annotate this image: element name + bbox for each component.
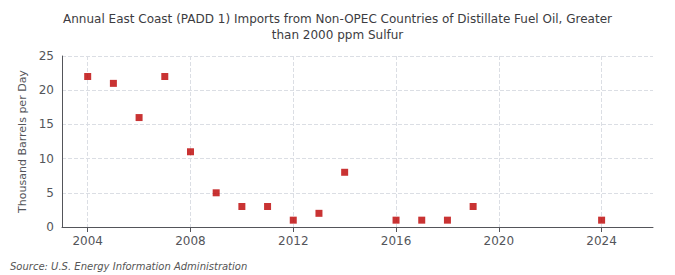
svg-text:than 2000 ppm Sulfur: than 2000 ppm Sulfur <box>272 28 404 42</box>
svg-text:Annual East Coast (PADD 1) Imp: Annual East Coast (PADD 1) Imports from … <box>63 12 612 26</box>
svg-text:Thousand Barrels per Day: Thousand Barrels per Day <box>16 70 29 214</box>
svg-text:2008: 2008 <box>175 234 206 248</box>
svg-text:2024: 2024 <box>586 234 617 248</box>
svg-text:2020: 2020 <box>484 234 515 248</box>
svg-text:25: 25 <box>39 49 54 63</box>
svg-text:0: 0 <box>46 220 54 234</box>
svg-text:Source: U.S. Energy Informatio: Source: U.S. Energy Information Administ… <box>10 261 247 272</box>
svg-text:20: 20 <box>39 83 54 97</box>
svg-text:10: 10 <box>39 152 54 166</box>
svg-text:2012: 2012 <box>278 234 309 248</box>
svg-text:15: 15 <box>39 117 54 131</box>
svg-text:2016: 2016 <box>381 234 412 248</box>
svg-text:5: 5 <box>46 186 54 200</box>
svg-text:2004: 2004 <box>72 234 103 248</box>
